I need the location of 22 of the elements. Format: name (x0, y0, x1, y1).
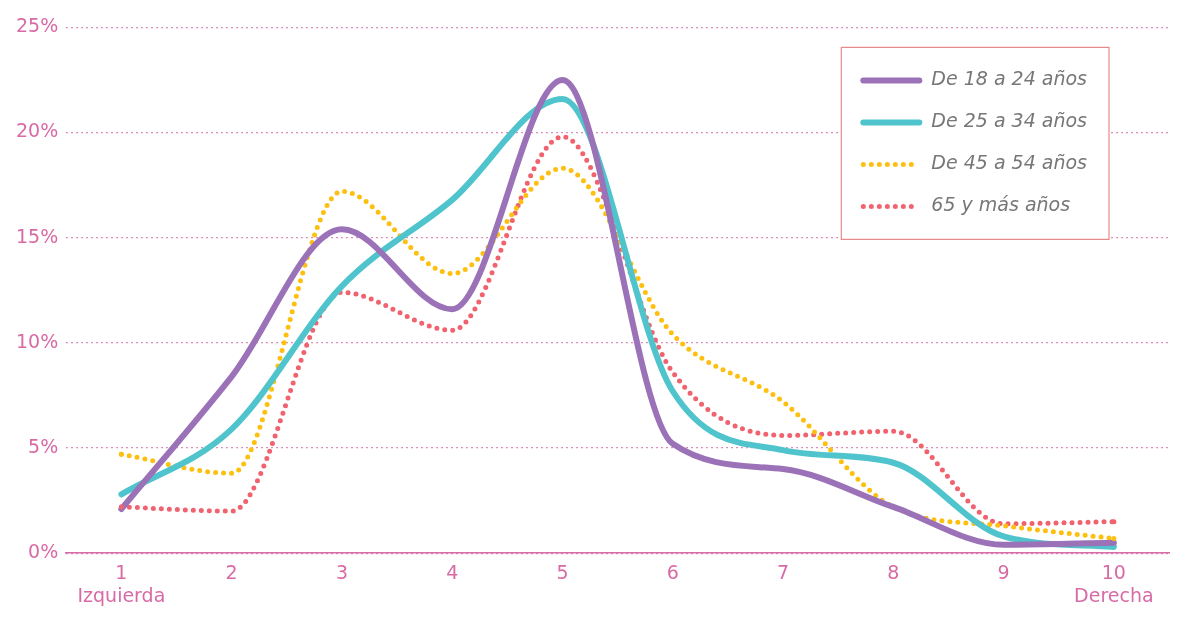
x-tick-label: 8 (887, 560, 900, 583)
x-tick-label: 1 (115, 560, 128, 583)
y-tick-label: 25% (16, 14, 59, 37)
y-tick-label: 5% (28, 434, 59, 457)
legend-label: De 25 a 34 años (931, 109, 1088, 132)
x-tick-label: 2 (225, 560, 238, 583)
y-tick-label: 0% (28, 540, 59, 563)
x-tick-label: 4 (446, 560, 459, 583)
x-tick-label: 3 (335, 560, 348, 583)
x-tick-label: 9 (997, 560, 1010, 583)
y-tick-label: 15% (16, 224, 59, 247)
y-tick-label: 20% (16, 119, 59, 142)
y-tick-label: 10% (16, 329, 59, 352)
legend-label: 65 y más años (931, 193, 1071, 216)
legend-label: De 45 a 54 años (931, 151, 1088, 174)
x-tick-label: 5 (556, 560, 569, 583)
text: Derecha (1074, 583, 1154, 606)
x-tick-label: 10 (1101, 560, 1126, 583)
x-tick-label: 6 (666, 560, 679, 583)
x-tick-label: 7 (776, 560, 790, 583)
text: Izquierda (77, 583, 166, 606)
legend-label: De 18 a 24 años (931, 67, 1088, 90)
